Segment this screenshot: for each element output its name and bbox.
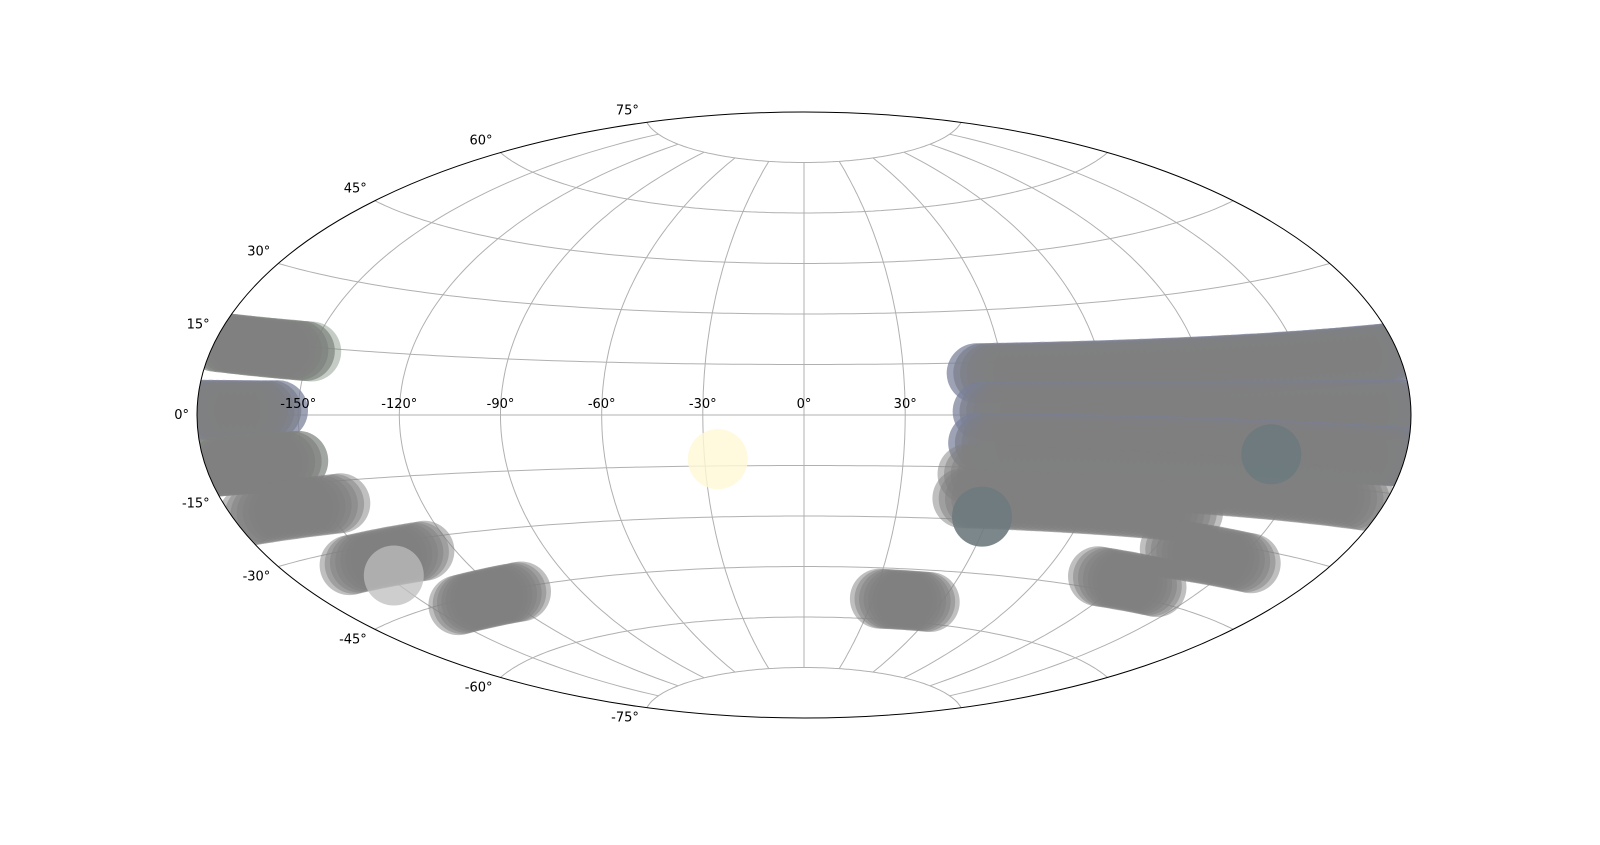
marker-band xyxy=(428,561,551,636)
y-tick-label: -75° xyxy=(611,711,639,726)
x-tick-label: 30° xyxy=(894,397,917,412)
x-tick-label: -90° xyxy=(487,397,515,412)
data-point xyxy=(687,429,748,490)
marker-band xyxy=(197,430,329,498)
x-tick-label: 0° xyxy=(797,397,812,412)
marker-band xyxy=(218,473,371,546)
marker-band xyxy=(1139,518,1281,594)
marker-band xyxy=(197,311,335,381)
y-tick-label: 75° xyxy=(616,103,639,118)
y-tick-label: -30° xyxy=(243,570,271,585)
y-tick-label: 45° xyxy=(344,182,367,197)
x-tick-label: -120° xyxy=(381,397,417,412)
data-markers xyxy=(197,311,1411,636)
map-boundary xyxy=(196,111,1412,719)
parallel-line xyxy=(646,122,962,163)
meridian-line xyxy=(500,151,705,679)
data-point xyxy=(310,473,371,534)
data-point xyxy=(1220,533,1281,594)
data-point xyxy=(363,545,424,606)
y-tick-label: -45° xyxy=(339,632,367,647)
x-tick-label: -60° xyxy=(588,397,616,412)
data-point xyxy=(268,430,329,491)
data-point xyxy=(1126,557,1187,618)
meridian-line xyxy=(702,161,770,669)
data-point xyxy=(1377,379,1411,440)
parallel-line xyxy=(646,667,962,708)
data-point xyxy=(248,380,308,441)
marker-band xyxy=(197,379,308,441)
x-tick-label: -30° xyxy=(689,397,717,412)
data-point xyxy=(274,321,335,381)
data-point xyxy=(952,486,1012,547)
data-point xyxy=(1335,470,1396,531)
y-tick-label: 30° xyxy=(247,245,270,260)
x-tick-label: -150° xyxy=(280,397,316,412)
y-tick-label: -60° xyxy=(465,680,493,695)
tick-labels: -150° -120° -90° -60° -30° 0° 30° 75° 60° 45° 30° 1… xyxy=(174,103,917,725)
y-tick-label: 0° xyxy=(174,408,189,423)
data-point xyxy=(491,561,551,622)
meridian-line xyxy=(601,157,736,673)
y-tick-label: -15° xyxy=(182,496,210,511)
y-tick-label: 15° xyxy=(187,318,210,333)
y-tick-label: 60° xyxy=(469,134,492,149)
marker-band xyxy=(1068,546,1187,618)
data-point xyxy=(899,572,960,632)
marker-band xyxy=(849,568,960,632)
data-point xyxy=(1241,424,1302,485)
